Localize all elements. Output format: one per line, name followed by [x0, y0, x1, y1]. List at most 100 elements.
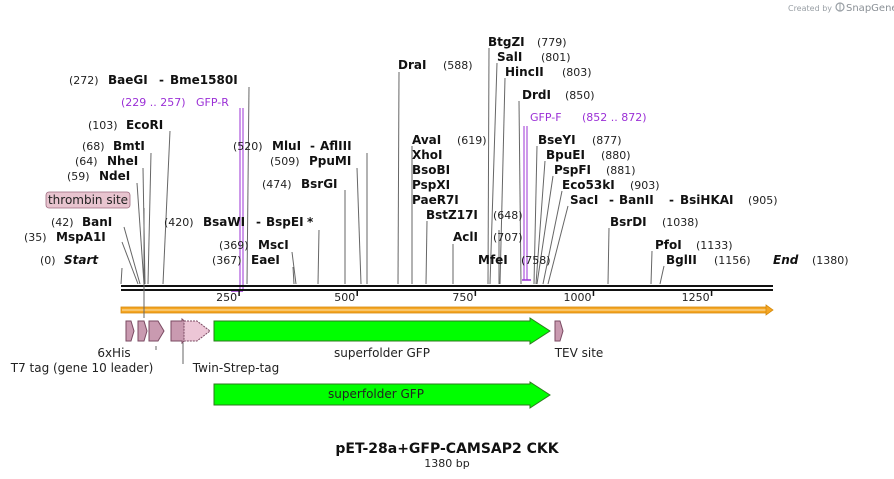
restriction-site-sali: SalI (801) — [497, 50, 571, 64]
restriction-site-btgzi: BtgZI (779) — [488, 35, 567, 49]
ruler-tick-label: 500 — [334, 291, 355, 304]
svg-text:SacI: SacI — [570, 193, 598, 207]
svg-text:PpuMI: PpuMI — [309, 154, 351, 168]
restriction-site-mspa1i: (35) MspA1I — [24, 230, 106, 244]
ruler-ticks: 250 500 750 1000 1250 — [216, 291, 713, 304]
restriction-site-pspfi: PspFI (881) — [554, 163, 636, 177]
svg-text:(880): (880) — [601, 149, 631, 162]
restriction-site-acli: AclI (707) — [453, 230, 523, 244]
svg-text:DrdI: DrdI — [522, 88, 551, 102]
ruler-tick-label: 1250 — [682, 291, 710, 304]
svg-text:Bme1580I: Bme1580I — [170, 73, 238, 87]
svg-text:MscI: MscI — [258, 238, 289, 252]
svg-text:thrombin site: thrombin site — [48, 193, 128, 207]
restriction-site-end: End (1380) — [773, 253, 849, 267]
svg-text:AflIII: AflIII — [320, 139, 352, 153]
restriction-site-mfei: MfeI (758) — [478, 253, 551, 267]
restriction-site-ndei: (59) NdeI — [67, 169, 130, 183]
restriction-site-drai: DraI (588) — [398, 58, 473, 72]
restriction-site-saci: SacI - BanII - BsiHKAI (905) — [570, 193, 778, 207]
svg-text:BsaWI: BsaWI — [203, 215, 245, 229]
svg-text:(1156): (1156) — [714, 254, 751, 267]
svg-text:(474): (474) — [262, 178, 292, 191]
svg-text:(42): (42) — [51, 216, 74, 229]
brand-text: SnapGene — [846, 3, 894, 14]
svg-text:Eco53kI: Eco53kI — [562, 178, 615, 192]
translation-label: superfolder GFP — [328, 387, 424, 401]
svg-text:(103): (103) — [88, 119, 118, 132]
restriction-site-xhoi: XhoI — [412, 148, 443, 162]
primer-gfp-f-range: (852 .. 872) — [582, 111, 647, 124]
svg-text:NheI: NheI — [107, 154, 138, 168]
svg-text:(877): (877) — [592, 134, 622, 147]
svg-text:BstZ17I: BstZ17I — [426, 208, 478, 222]
feature-label-6xhis: 6xHis — [97, 346, 130, 360]
feature-label-tev-site: TEV site — [554, 346, 604, 360]
restriction-site-bglii: BglII (1156) — [666, 253, 751, 267]
svg-text:-: - — [159, 73, 164, 87]
restriction-site-bsawi: (420) BsaWI - BspEI * — [164, 215, 314, 229]
svg-text:DraI: DraI — [398, 58, 426, 72]
restriction-site-ecori: (103) EcoRI — [88, 118, 163, 132]
svg-text:BseYI: BseYI — [538, 133, 576, 147]
svg-text:(35): (35) — [24, 231, 47, 244]
svg-text:End: End — [773, 253, 799, 267]
primer-gfp-r-range: (229 .. 257) — [121, 96, 186, 109]
primer-gfp-f — [522, 126, 531, 281]
svg-text:(619): (619) — [457, 134, 487, 147]
svg-text:Start: Start — [64, 253, 99, 267]
svg-text:BaeGI: BaeGI — [108, 73, 148, 87]
svg-text:XhoI: XhoI — [412, 148, 443, 162]
restriction-site-bsobi: BsoBI — [412, 163, 450, 177]
svg-text:(367): (367) — [212, 254, 242, 267]
svg-text:BglII: BglII — [666, 253, 697, 267]
svg-text:BspEI: BspEI — [266, 215, 304, 229]
feature-label-twin-strep-tag: Twin-Strep-tag — [192, 361, 279, 375]
svg-text:(64): (64) — [75, 155, 98, 168]
svg-text:(903): (903) — [630, 179, 660, 192]
svg-text:(520): (520) — [233, 140, 263, 153]
feature-superfolder-gfp — [213, 317, 551, 345]
svg-text:(1133): (1133) — [696, 239, 733, 252]
feature-tev-site — [554, 320, 564, 342]
restriction-site-ppumi: (509) PpuMI — [270, 154, 351, 168]
svg-text:(801): (801) — [541, 51, 571, 64]
svg-text:(758): (758) — [521, 254, 551, 267]
restriction-site-msci: (369) MscI — [219, 238, 289, 252]
svg-text:(68): (68) — [82, 140, 105, 153]
svg-text:BsrDI: BsrDI — [610, 215, 647, 229]
svg-text:(59): (59) — [67, 170, 90, 183]
restriction-site-pspxi: PspXI — [412, 178, 450, 192]
ruler-tick-label: 250 — [216, 291, 237, 304]
svg-text:PfoI: PfoI — [655, 238, 682, 252]
restriction-site-pfoi: PfoI (1133) — [655, 238, 733, 252]
translation-superfolder-gfp — [213, 381, 551, 409]
svg-text:PaeR7I: PaeR7I — [412, 193, 459, 207]
leader-lines — [120, 47, 665, 285]
map-title: pET-28a+GFP-CAMSAP2 CKK — [335, 441, 559, 457]
restriction-site-bsrdi: BsrDI (1038) — [610, 215, 699, 229]
primer-gfp-f-label: GFP-F — [530, 111, 562, 124]
svg-text:(369): (369) — [219, 239, 249, 252]
svg-text:-: - — [609, 193, 614, 207]
svg-text:(272): (272) — [69, 74, 99, 87]
restriction-site-eaei: (367) EaeI — [212, 253, 280, 267]
svg-text:-: - — [310, 139, 315, 153]
svg-text:BtgZI: BtgZI — [488, 35, 525, 49]
svg-text:EcoRI: EcoRI — [126, 118, 163, 132]
feature-6xhis — [137, 320, 165, 342]
svg-text:*: * — [307, 215, 314, 229]
svg-text:-: - — [256, 215, 261, 229]
restriction-site-bpuei: BpuEI (880) — [546, 148, 631, 162]
svg-text:(648): (648) — [493, 209, 523, 222]
svg-text:MfeI: MfeI — [478, 253, 508, 267]
svg-text:MluI: MluI — [272, 139, 301, 153]
svg-text:(881): (881) — [606, 164, 636, 177]
restriction-site-bseyi: BseYI (877) — [538, 133, 622, 147]
svg-text:(905): (905) — [748, 194, 778, 207]
restriction-site-hincii: HincII (803) — [505, 65, 592, 79]
restriction-site-bstz17i: BstZ17I (648) — [426, 208, 523, 222]
restriction-site-avai: AvaI (619) — [412, 133, 487, 147]
feature-t7-tag — [125, 320, 135, 342]
